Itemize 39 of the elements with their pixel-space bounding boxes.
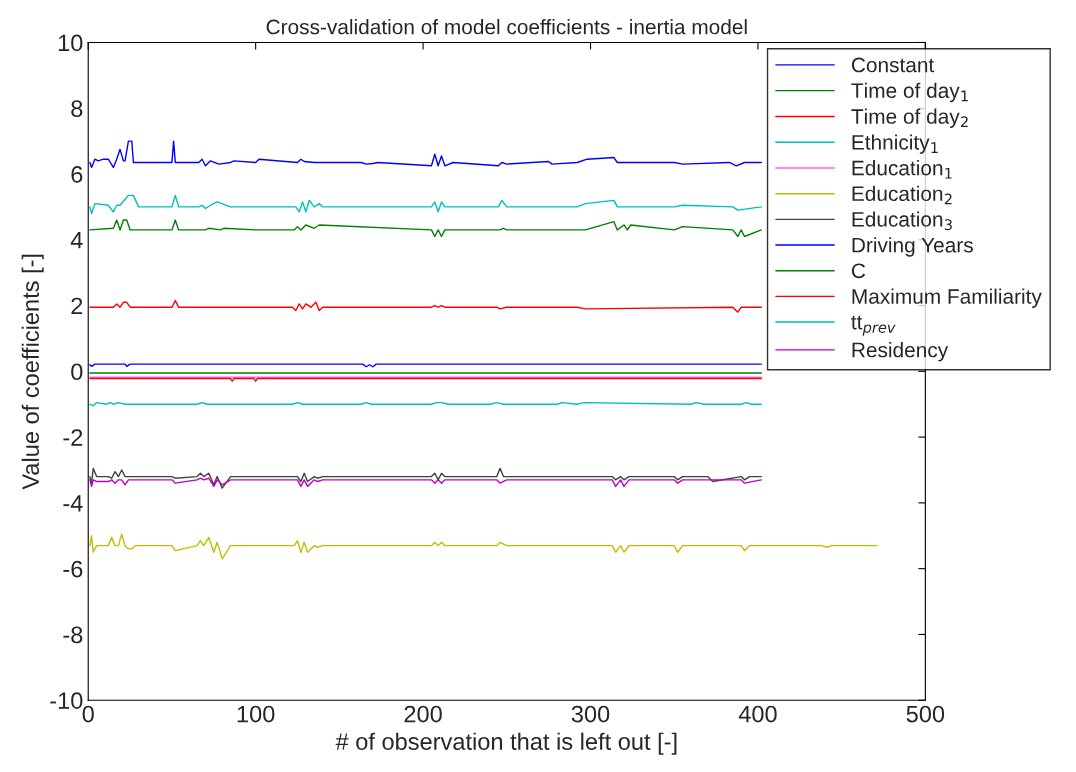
- line-series: [89, 140, 762, 169]
- legend-label: Education$_{1}$: [852, 160, 952, 179]
- line-series: [89, 533, 878, 560]
- line-series: [89, 219, 762, 238]
- y-tick-label: 6: [71, 166, 83, 183]
- chart-title: Cross-validation of model coefficients - inertia model: [266, 19, 747, 35]
- y-tick-label: -8: [63, 626, 83, 644]
- legend-label: Constant: [851, 57, 935, 73]
- y-tick-label: 4: [70, 232, 83, 249]
- legend-label: tt$_{prev}$: [851, 315, 896, 336]
- y-tick-label: 0: [71, 363, 83, 381]
- y-tick-label: -4: [63, 495, 83, 512]
- y-tick-label: -6: [63, 560, 83, 578]
- y-tick-label: 2: [71, 297, 83, 315]
- x-tick-label: 200: [404, 705, 442, 723]
- legend-label: C: [851, 263, 866, 279]
- y-axis-title: Value of coefficients [-]: [21, 254, 44, 490]
- legend-label: Residency: [852, 342, 949, 362]
- y-tick-label: -2: [63, 429, 83, 446]
- legend-label: Time of day$_{1}$: [851, 82, 968, 103]
- x-tick-label: 400: [738, 705, 777, 723]
- legend-label: Education$_{3}$: [852, 211, 952, 231]
- y-tick-label: 8: [71, 100, 83, 118]
- y-tick-label: -10: [50, 692, 83, 709]
- x-tick-label: 100: [237, 705, 275, 723]
- legend-label: Time of day$_{2}$: [851, 108, 968, 128]
- x-tick-label: 500: [906, 705, 945, 723]
- x-axis-title: # of observation that is left out [-]: [335, 732, 677, 755]
- line-series: [89, 467, 762, 489]
- x-tick-label: 0: [82, 705, 94, 723]
- line-series: [89, 477, 762, 488]
- legend-label: Driving Years: [852, 237, 973, 257]
- legend-label: Education$_{2}$: [852, 185, 952, 205]
- legend-label: Maximum Familiarity: [852, 288, 1042, 308]
- line-series: [89, 194, 762, 215]
- line-series: [89, 299, 762, 313]
- x-tick-label: 300: [571, 705, 610, 723]
- y-tick-label: 10: [58, 34, 83, 52]
- legend-label: Ethnicity$_{1}$: [852, 134, 938, 154]
